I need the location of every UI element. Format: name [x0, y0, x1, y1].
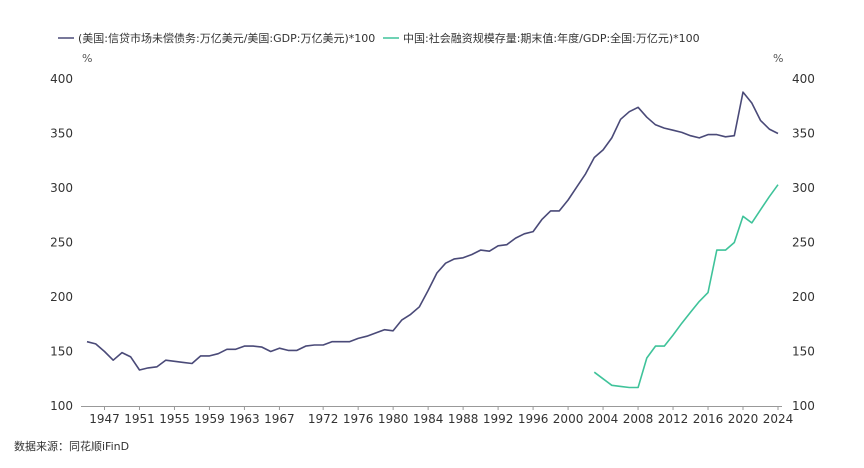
x-tick-2000: 2000 — [553, 412, 584, 426]
x-tick-1976: 1976 — [343, 412, 374, 426]
x-tick-1972: 1972 — [308, 412, 339, 426]
x-tick-1984: 1984 — [413, 412, 444, 426]
left-y-tick-400: 400 — [50, 72, 73, 86]
x-tick-1959: 1959 — [194, 412, 225, 426]
right-y-tick-200: 200 — [792, 290, 815, 304]
right-axis-unit: % — [773, 52, 783, 65]
left-y-tick-200: 200 — [50, 290, 73, 304]
left-y-axis: 100 150 200 250 300 350 400 — [50, 72, 73, 413]
right-y-tick-250: 250 — [792, 236, 815, 250]
x-tick-2008: 2008 — [623, 412, 654, 426]
series-line-china-tsf-gdp — [593, 184, 779, 389]
right-y-tick-400: 400 — [792, 72, 815, 86]
x-tick-2016: 2016 — [693, 412, 724, 426]
right-y-tick-350: 350 — [792, 127, 815, 141]
right-y-tick-150: 150 — [792, 345, 815, 359]
series-group — [86, 91, 779, 389]
x-tick-1967: 1967 — [264, 412, 295, 426]
left-y-tick-100: 100 — [50, 399, 73, 413]
x-tick-1951: 1951 — [124, 412, 155, 426]
data-source: 数据来源：同花顺iFinD — [14, 439, 129, 453]
x-axis: 1947 1951 1955 1959 1963 1967 1972 1976 1980 1984… — [89, 406, 793, 426]
right-y-tick-100: 100 — [792, 399, 815, 413]
left-axis-unit: % — [82, 52, 92, 65]
x-tick-2012: 2012 — [658, 412, 689, 426]
x-tick-1988: 1988 — [448, 412, 479, 426]
x-tick-1955: 1955 — [159, 412, 190, 426]
series-line-us-debt-gdp — [86, 91, 779, 371]
legend-label-us-debt: (美国:信贷市场未偿债务:万亿美元/美国:GDP:万亿美元)*100 — [78, 31, 375, 45]
x-tick-1996: 1996 — [518, 412, 549, 426]
left-y-tick-250: 250 — [50, 236, 73, 250]
x-tick-1947: 1947 — [89, 412, 120, 426]
left-y-tick-150: 150 — [50, 345, 73, 359]
x-tick-1980: 1980 — [378, 412, 409, 426]
left-y-tick-350: 350 — [50, 127, 73, 141]
right-y-tick-300: 300 — [792, 181, 815, 195]
x-tick-2004: 2004 — [588, 412, 619, 426]
legend: (美国:信贷市场未偿债务:万亿美元/美国:GDP:万亿美元)*100 中国:社会… — [58, 31, 700, 45]
legend-label-china-tsf: 中国:社会融资规模存量:期末值:年度/GDP:全国:万亿元)*100 — [403, 31, 700, 45]
x-tick-2024: 2024 — [763, 412, 794, 426]
x-tick-2020: 2020 — [728, 412, 759, 426]
left-y-tick-300: 300 — [50, 181, 73, 195]
right-y-axis: 100 150 200 250 300 350 400 — [792, 72, 815, 413]
x-tick-1992: 1992 — [483, 412, 514, 426]
x-tick-1963: 1963 — [229, 412, 260, 426]
